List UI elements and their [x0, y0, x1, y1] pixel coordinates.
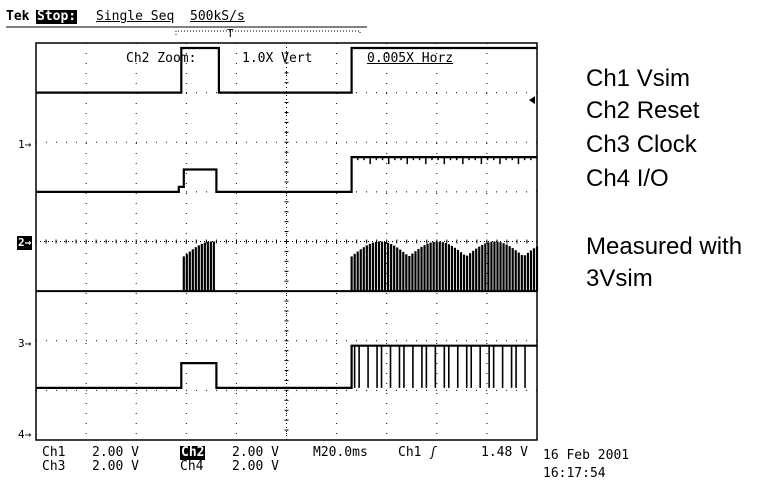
zoom-vert: 1.0X Vert	[242, 51, 313, 66]
trace-ch1-vsim	[36, 46, 537, 94]
ch3-label: Ch3	[42, 459, 66, 474]
ch4-label: Ch4	[180, 459, 204, 474]
timebase: M20.0ms	[313, 445, 368, 460]
trace-ch2-reset	[36, 156, 537, 193]
measurement-note-value: 3Vsim	[586, 265, 653, 292]
capture-date: 16 Feb 2001	[543, 448, 630, 463]
legend-ch1: Ch1 Vsim	[586, 65, 691, 92]
acquisition-state: Stop:	[36, 9, 78, 24]
ch1-label: Ch1	[42, 445, 66, 460]
ch4-scale: 2.00 V	[232, 459, 279, 474]
legend-ch3: Ch3 Clock	[586, 131, 697, 158]
trigger-level: 1.48 V	[481, 445, 528, 460]
legend-ch2: Ch2 Reset	[586, 97, 700, 124]
zoom-window-bracket	[175, 30, 361, 35]
ch3-ground-marker: 3→	[18, 337, 32, 350]
trigger-position-marker: T	[227, 27, 234, 40]
zoom-horz: 0.005X Horz	[367, 51, 454, 66]
capture-time: 16:17:54	[543, 466, 606, 481]
legend-ch4: Ch4 I/O	[586, 165, 669, 192]
ch2-scale: 2.00 V	[232, 445, 279, 460]
trigger-level-marker	[529, 96, 535, 105]
ch2-ground-marker: 2→	[17, 236, 33, 250]
trigger-source: Ch1 ʃ	[398, 445, 438, 460]
sample-rate: 500kS/s	[190, 9, 245, 24]
brand-label: Tek	[6, 9, 30, 24]
ch3-scale: 2.00 V	[92, 459, 139, 474]
measurement-note: Measured with	[586, 233, 743, 260]
ch1-ground-marker: 1→	[18, 138, 32, 151]
ch1-scale: 2.00 V	[92, 445, 139, 460]
ch4-ground-marker: 4→	[18, 428, 32, 441]
trace-ch4-i-o	[36, 344, 537, 389]
acquisition-mode: Single Seq	[96, 9, 175, 24]
zoom-label: Ch2 Zoom:	[126, 51, 197, 66]
ch2-label: Ch2	[180, 445, 206, 460]
